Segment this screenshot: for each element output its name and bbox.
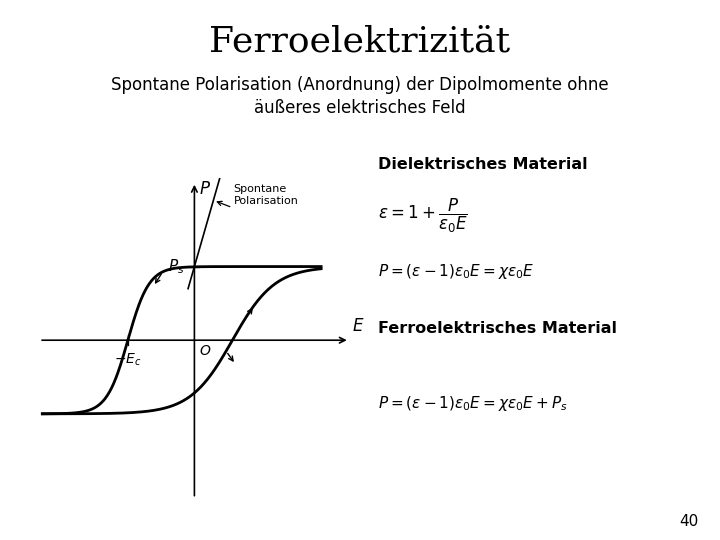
Text: $P_s$: $P_s$ (168, 257, 185, 276)
Text: $P$: $P$ (199, 180, 211, 198)
Text: Ferroelektrisches Material: Ferroelektrisches Material (378, 321, 617, 336)
Text: Dielektrisches Material: Dielektrisches Material (378, 157, 588, 172)
Text: $O$: $O$ (199, 344, 211, 358)
Text: $\varepsilon = 1 + \dfrac{P}{\varepsilon_0 E}$: $\varepsilon = 1 + \dfrac{P}{\varepsilon… (378, 197, 468, 235)
Text: $P = (\varepsilon - 1)\varepsilon_0 E = \chi\varepsilon_0 E + P_s$: $P = (\varepsilon - 1)\varepsilon_0 E = … (378, 394, 567, 413)
Text: $-E_c$: $-E_c$ (114, 351, 142, 368)
Text: Spontane
Polarisation: Spontane Polarisation (234, 184, 299, 206)
Text: $P = (\varepsilon - 1)\varepsilon_0 E = \chi\varepsilon_0 E$: $P = (\varepsilon - 1)\varepsilon_0 E = … (378, 262, 534, 281)
Text: Ferroelektrizität: Ferroelektrizität (210, 24, 510, 58)
Text: $E$: $E$ (351, 317, 364, 335)
Text: 40: 40 (679, 514, 698, 529)
Text: Spontane Polarisation (Anordnung) der Dipolmomente ohne
äußeres elektrisches Fel: Spontane Polarisation (Anordnung) der Di… (111, 76, 609, 117)
